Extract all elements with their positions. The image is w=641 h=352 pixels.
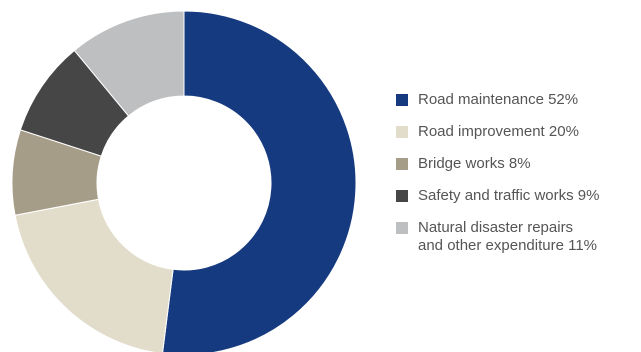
donut-slices (11, 10, 357, 352)
legend-label-safety-traffic: Safety and traffic works 9% (418, 187, 600, 204)
legend-item-road-improvement: Road improvement 20% (396, 123, 641, 141)
chart-legend: Road maintenance 52% Road improvement 20… (396, 91, 641, 255)
legend-item-natural-disaster: Natural disaster repairs and other expen… (396, 219, 641, 255)
legend-item-safety-traffic: Safety and traffic works 9% (396, 187, 641, 205)
slice-natural-disaster (73, 10, 185, 117)
legend-swatch-safety-traffic (396, 190, 408, 202)
legend-swatch-road-maintenance (396, 94, 408, 106)
legend-label-bridge-works: Bridge works 8% (418, 155, 531, 172)
legend-swatch-natural-disaster (396, 222, 408, 234)
legend-label-road-improvement: Road improvement 20% (418, 123, 579, 140)
legend-item-road-maintenance: Road maintenance 52% (396, 91, 641, 109)
slice-road-maintenance (162, 10, 357, 352)
legend-item-bridge-works: Bridge works 8% (396, 155, 641, 173)
legend-swatch-road-improvement (396, 126, 408, 138)
legend-swatch-bridge-works (396, 158, 408, 170)
slice-road-improvement (14, 198, 174, 352)
legend-label-road-maintenance: Road maintenance 52% (418, 91, 579, 108)
legend-label-natural-disaster: Natural disaster repairs and other expen… (418, 219, 598, 254)
